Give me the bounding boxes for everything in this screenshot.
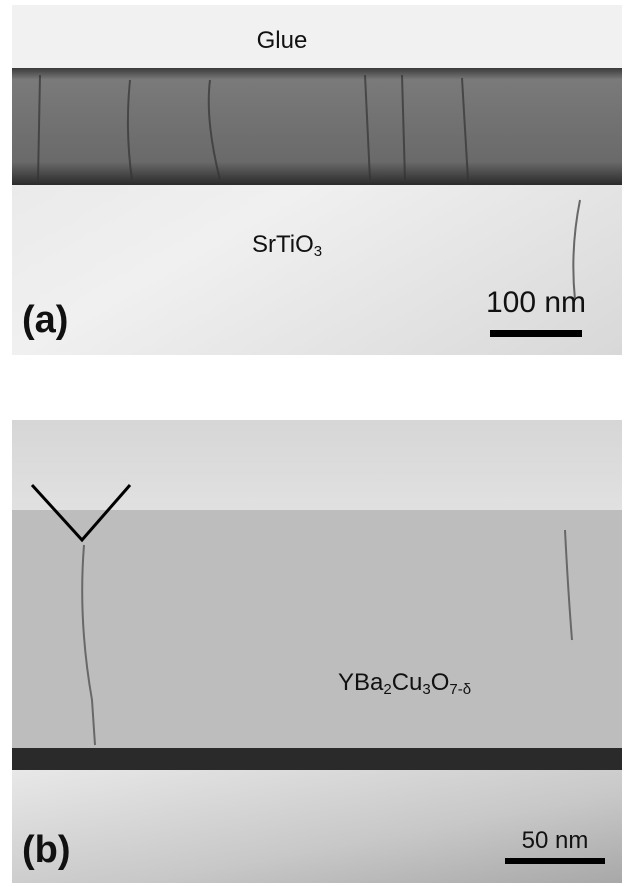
panel-label: (a): [22, 299, 68, 341]
formula-part: O: [431, 669, 450, 696]
glue-label: Glue: [257, 27, 308, 54]
formula-subscript: 2: [383, 681, 391, 698]
film-band: [12, 510, 622, 750]
micrograph-figure: Glue SrTiO3 (a) 100 nm YBa2Cu3O7-δ (b) 5…: [0, 0, 626, 886]
scale-bar-label: 100 nm: [486, 286, 586, 319]
scale-bar-label: 50 nm: [522, 827, 589, 854]
glue-region: [12, 5, 622, 70]
film-band: [12, 68, 622, 185]
formula-subscript: 3: [314, 243, 322, 260]
scale-bar: [490, 330, 582, 337]
substrate-label: SrTiO3: [252, 231, 322, 260]
formula-subscript: 3: [422, 681, 430, 698]
panel-label: (b): [22, 829, 71, 871]
panel-b: YBa2Cu3O7-δ (b) 50 nm: [12, 420, 622, 883]
formula-part: Cu: [392, 669, 423, 696]
formula-part: YBa: [338, 669, 384, 696]
interface-line: [12, 748, 622, 770]
panel-a: Glue SrTiO3 (a) 100 nm: [12, 5, 622, 355]
scale-bar: [505, 858, 605, 864]
formula-part: SrTiO: [252, 231, 314, 258]
formula-subscript: 7-δ: [449, 681, 471, 698]
